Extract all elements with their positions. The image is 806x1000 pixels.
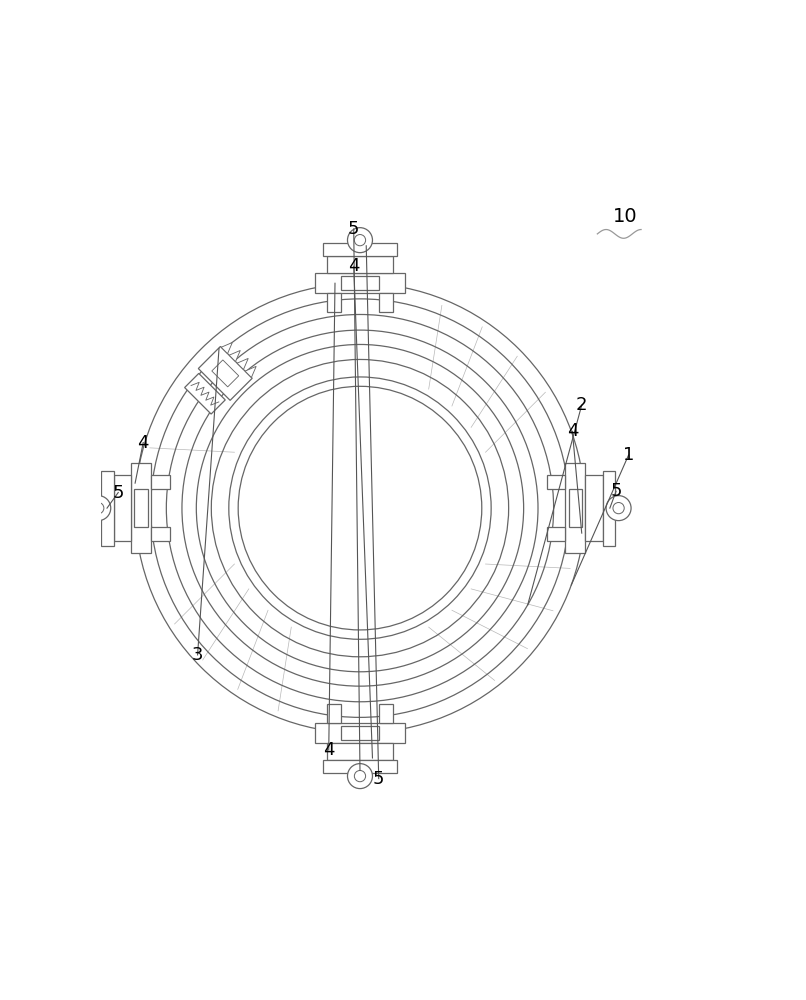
Bar	[546, 527, 566, 541]
Text: 5: 5	[348, 220, 359, 238]
Text: 10: 10	[613, 207, 638, 226]
Bar	[114, 475, 131, 541]
Text: 4: 4	[138, 434, 149, 452]
Circle shape	[613, 503, 624, 514]
Text: 4: 4	[567, 422, 578, 440]
Text: 5: 5	[610, 482, 622, 500]
Text: 3: 3	[192, 646, 203, 664]
Bar	[152, 475, 170, 489]
Text: 2: 2	[576, 396, 588, 414]
Circle shape	[347, 764, 372, 789]
Bar	[327, 743, 393, 760]
Bar	[314, 723, 405, 743]
Circle shape	[93, 503, 104, 514]
Bar	[566, 463, 585, 553]
Polygon shape	[229, 350, 240, 362]
Polygon shape	[237, 358, 248, 370]
Circle shape	[606, 496, 631, 521]
Bar	[102, 471, 114, 546]
Bar	[314, 273, 405, 293]
Text: 1: 1	[623, 446, 634, 464]
Circle shape	[85, 496, 110, 521]
Bar	[585, 475, 603, 541]
Bar	[546, 475, 566, 489]
Circle shape	[355, 235, 366, 246]
Bar	[322, 243, 397, 256]
Circle shape	[347, 228, 372, 253]
Circle shape	[355, 770, 366, 782]
Polygon shape	[245, 366, 256, 377]
Circle shape	[239, 386, 482, 630]
Text: 4: 4	[323, 741, 334, 759]
Polygon shape	[221, 342, 232, 354]
Polygon shape	[185, 373, 225, 414]
Text: 5: 5	[373, 770, 384, 788]
Bar	[380, 704, 393, 723]
Bar	[568, 489, 583, 527]
Bar	[327, 256, 393, 273]
Bar	[327, 293, 341, 312]
Bar	[380, 293, 393, 312]
Bar	[341, 726, 379, 740]
Circle shape	[135, 283, 585, 733]
Bar	[341, 276, 379, 290]
Polygon shape	[198, 346, 252, 400]
Text: 4: 4	[348, 257, 359, 275]
Bar	[327, 704, 341, 723]
Bar	[135, 489, 148, 527]
Text: 5: 5	[113, 484, 124, 502]
Bar	[603, 471, 616, 546]
Bar	[322, 760, 397, 773]
Bar	[131, 463, 152, 553]
Bar	[152, 527, 170, 541]
